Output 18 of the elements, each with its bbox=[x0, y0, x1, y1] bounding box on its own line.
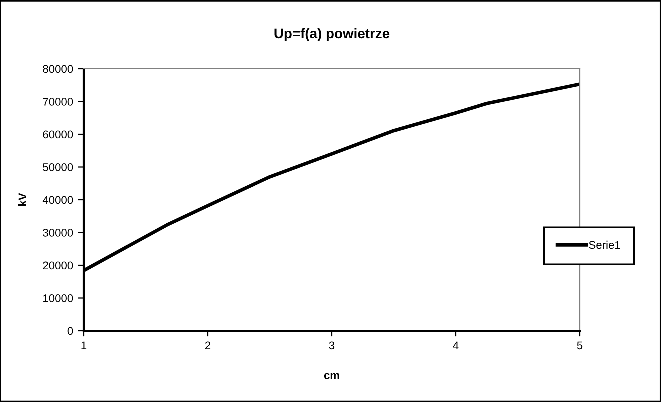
y-tick-label: 0 bbox=[68, 327, 74, 336]
y-tick-label: 50000 bbox=[43, 164, 74, 172]
y-axis-title: kV bbox=[18, 193, 26, 206]
y-tick-label: 20000 bbox=[43, 262, 74, 270]
x-tick-label: 1 bbox=[82, 342, 87, 350]
y-tick-label: 40000 bbox=[42, 196, 74, 204]
y-tick-label: 10000 bbox=[44, 294, 74, 302]
x-tick-label: 5 bbox=[577, 342, 583, 350]
y-tick-label: 30000 bbox=[43, 229, 74, 237]
legend-label: Serie1 bbox=[589, 240, 620, 250]
y-tick-label: 70000 bbox=[43, 98, 74, 106]
chart-title: Up=f(a) powietrze bbox=[274, 28, 390, 42]
x-axis-title: cm bbox=[324, 373, 340, 380]
x-tick-label: 4 bbox=[453, 342, 459, 350]
y-tick-label: 80000 bbox=[43, 65, 74, 74]
y-tick-label: 60000 bbox=[43, 130, 74, 139]
x-tick-label: 2 bbox=[205, 342, 211, 350]
x-tick-label: 3 bbox=[329, 342, 335, 350]
